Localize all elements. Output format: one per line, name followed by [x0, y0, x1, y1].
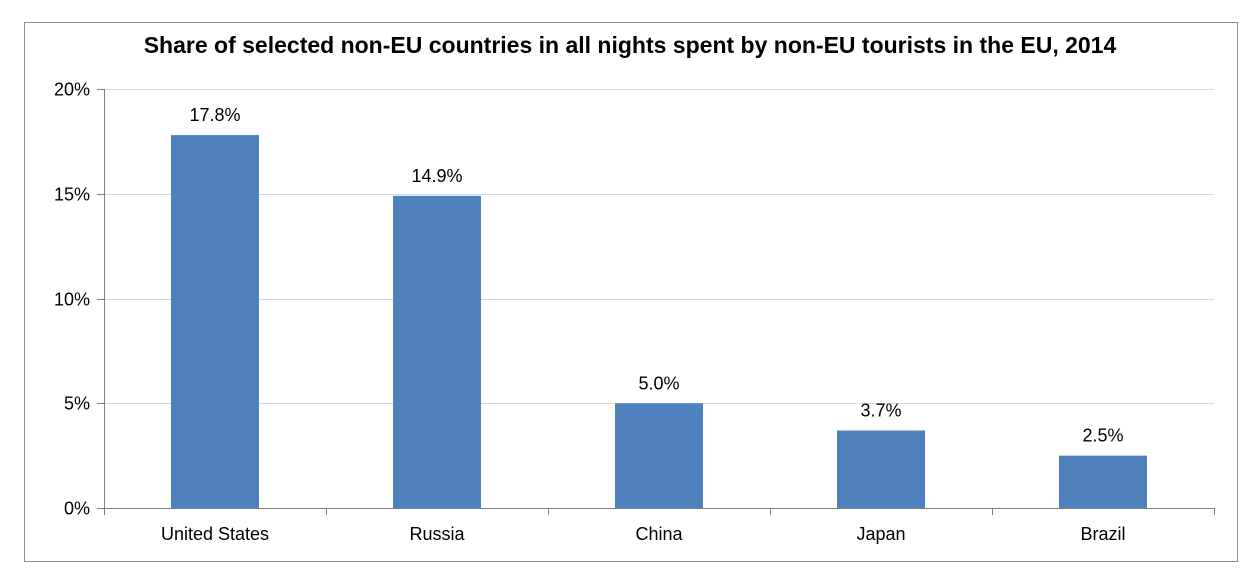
- bar-china: [615, 403, 703, 508]
- data-label: 2.5%: [1082, 426, 1123, 446]
- bars: [171, 135, 1147, 508]
- x-tick-label: Brazil: [1080, 524, 1125, 544]
- data-label: 5.0%: [638, 373, 679, 393]
- bar-united-states: [171, 135, 259, 508]
- data-label: 17.8%: [189, 105, 240, 125]
- x-tick-label: Japan: [856, 524, 905, 544]
- y-tick-label: 20%: [54, 80, 90, 100]
- bar-japan: [837, 430, 925, 508]
- x-tick-label: United States: [161, 524, 269, 544]
- labels: 0% 5% 10% 15% 20% 17.8% United States 14.9% Russ…: [54, 80, 1126, 545]
- y-tick-label: 15%: [54, 185, 90, 205]
- bar-russia: [393, 195, 481, 508]
- data-label: 14.9%: [411, 166, 462, 186]
- axes: [97, 89, 1215, 515]
- y-tick-label: 10%: [54, 290, 90, 310]
- y-tick-label: 0%: [64, 499, 90, 519]
- x-tick-label: Russia: [409, 524, 465, 544]
- y-tick-label: 5%: [64, 394, 90, 414]
- bar-brazil: [1059, 455, 1147, 508]
- x-tick-label: China: [635, 524, 683, 544]
- gridlines: [104, 89, 1214, 404]
- chart-title: Share of selected non-EU countries in al…: [143, 32, 1117, 58]
- data-label: 3.7%: [860, 400, 901, 420]
